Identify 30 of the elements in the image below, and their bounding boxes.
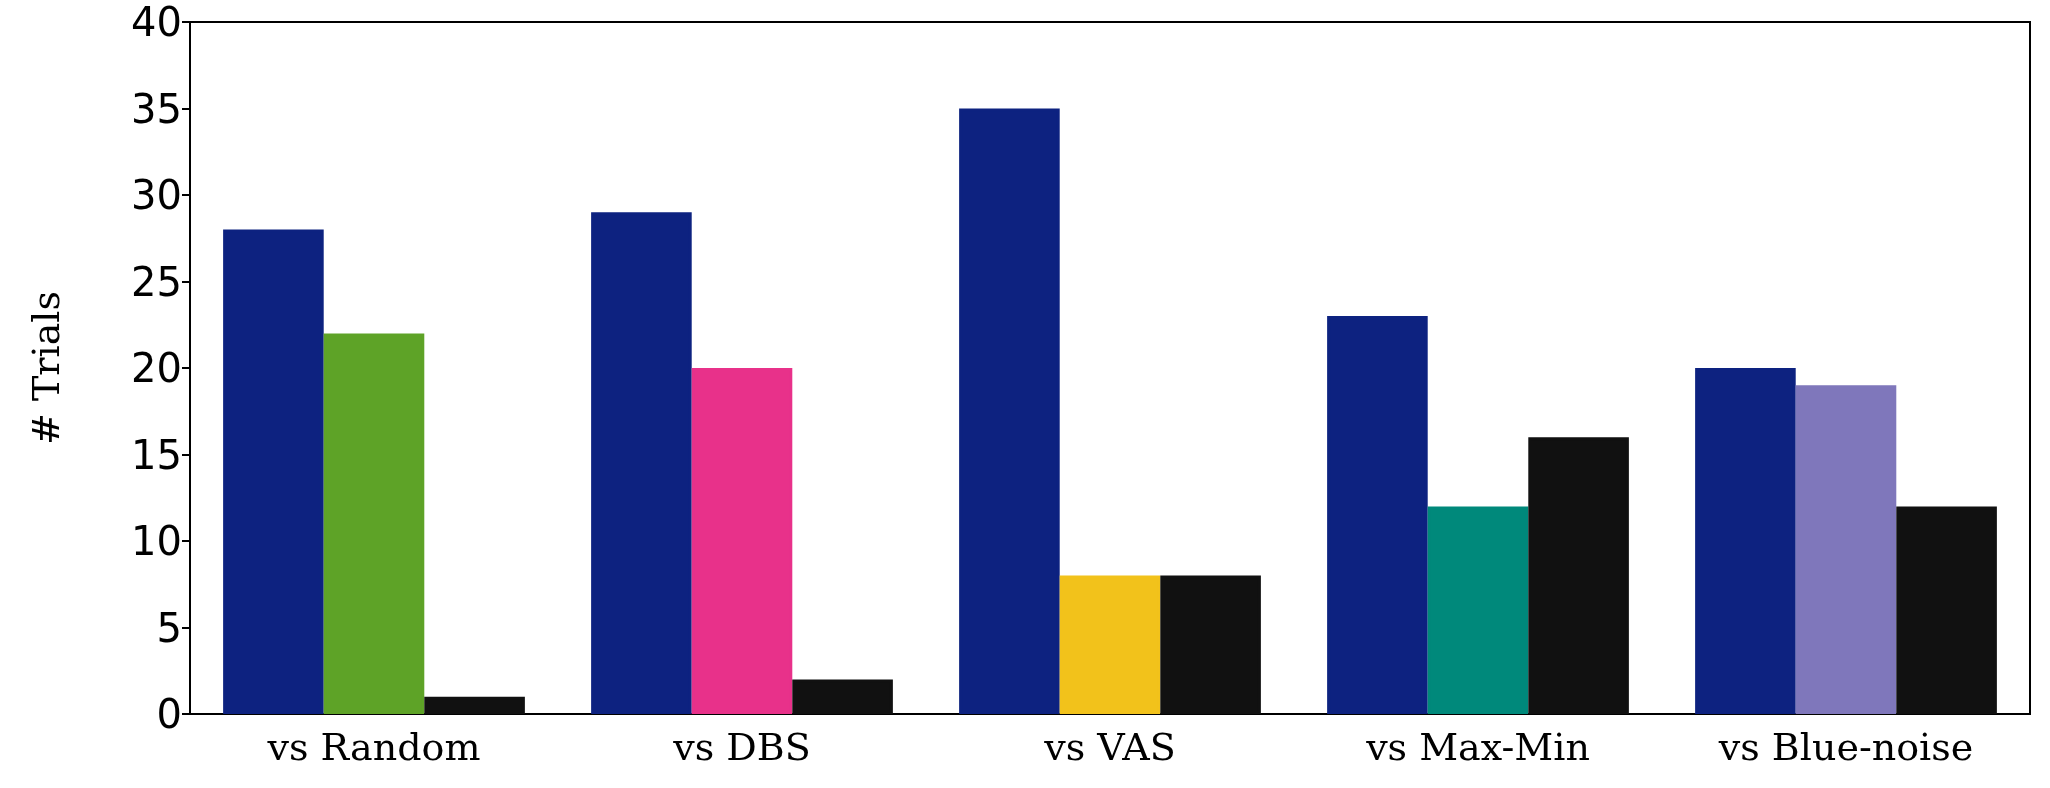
bar xyxy=(1160,575,1261,714)
bar xyxy=(1327,316,1428,714)
bar xyxy=(1427,506,1529,714)
x-tick-label: vs Blue-noise xyxy=(1717,725,1974,769)
bar xyxy=(223,229,324,714)
x-tick-label: vs Max-Min xyxy=(1365,725,1590,769)
x-tick-label: vs Random xyxy=(266,725,481,769)
y-tick-label: 15 xyxy=(131,431,182,478)
y-tick-label: 10 xyxy=(131,518,182,564)
bar xyxy=(424,696,525,714)
y-tick-label: 30 xyxy=(131,172,182,218)
bar xyxy=(1896,506,1997,714)
y-tick-label: 20 xyxy=(131,345,182,391)
bar xyxy=(1528,437,1629,714)
y-tick-label: 35 xyxy=(131,85,182,132)
bar xyxy=(959,108,1060,714)
bar xyxy=(323,333,425,714)
bar xyxy=(792,679,893,714)
x-tick-label: vs DBS xyxy=(672,725,811,769)
bar xyxy=(591,212,692,714)
y-tick-label: 5 xyxy=(156,604,182,651)
y-tick-label: 25 xyxy=(131,258,182,305)
y-tick-label: 0 xyxy=(156,691,182,737)
x-tick-label: vs VAS xyxy=(1043,725,1176,769)
y-axis-title: # Trials xyxy=(24,291,68,445)
bar xyxy=(1795,385,1897,714)
bar xyxy=(1059,575,1161,714)
bar xyxy=(691,368,793,714)
y-tick-label: 40 xyxy=(131,0,182,45)
bar xyxy=(1695,368,1796,714)
